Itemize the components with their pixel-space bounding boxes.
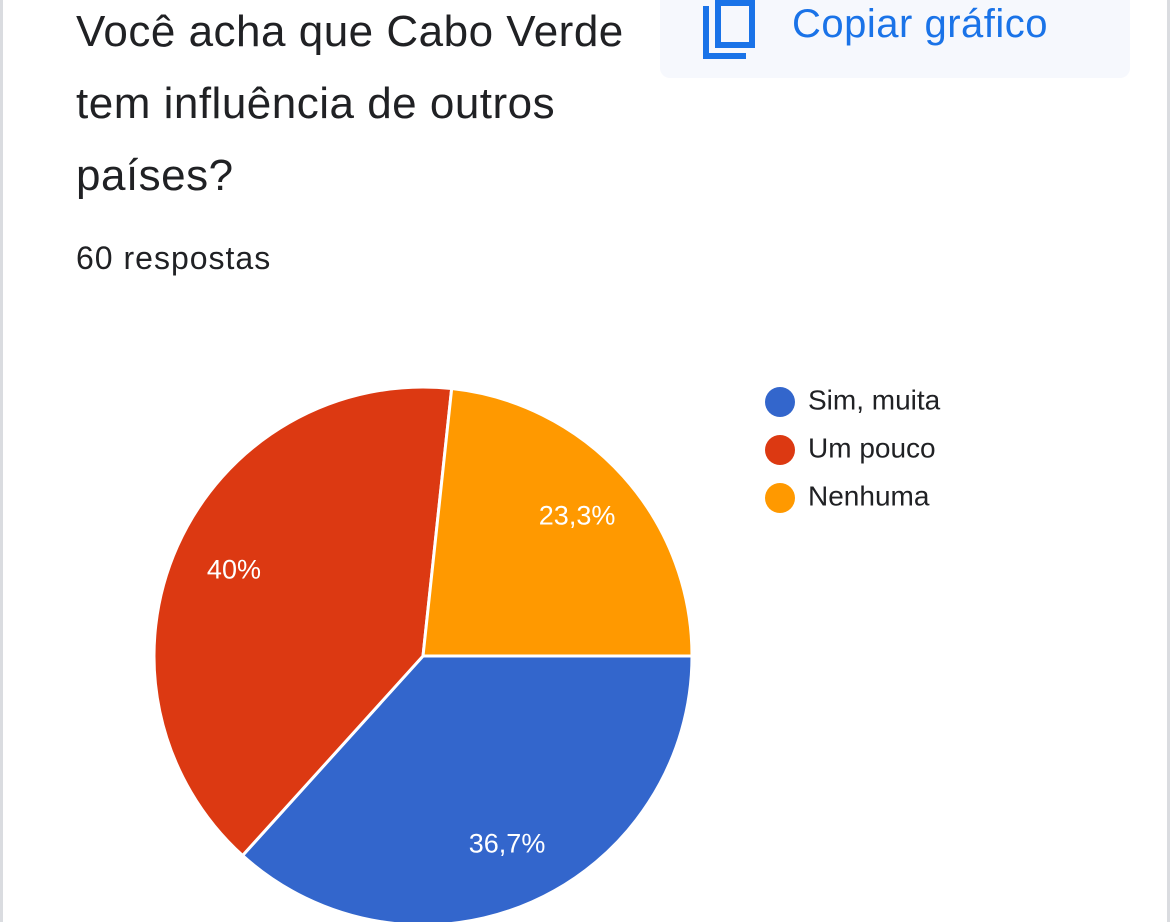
chart-subtitle: 60 respostas: [76, 240, 272, 276]
left-border: [0, 0, 3, 922]
legend-swatch: [765, 483, 795, 513]
legend-swatch: [765, 387, 795, 417]
slice-label: 40%: [207, 554, 261, 584]
pie-slice: [421, 386, 694, 658]
legend-label: Nenhuma: [808, 480, 930, 511]
right-border: [1167, 0, 1170, 922]
chart-title: Você acha que Cabo Verde tem influência …: [76, 7, 624, 200]
pie-slice: [240, 654, 694, 922]
pie-slice: [152, 385, 454, 858]
copy-icon: [703, 0, 755, 59]
legend-label: Sim, muita: [808, 384, 941, 415]
legend-swatch: [765, 435, 795, 465]
slice-label: 36,7%: [469, 828, 546, 858]
legend-label: Um pouco: [808, 432, 936, 463]
copy-chart-label[interactable]: Copiar gráfico: [792, 2, 1049, 46]
copy-chart-button[interactable]: Copiar gráfico: [660, 0, 1130, 78]
slice-label: 23,3%: [539, 501, 616, 531]
